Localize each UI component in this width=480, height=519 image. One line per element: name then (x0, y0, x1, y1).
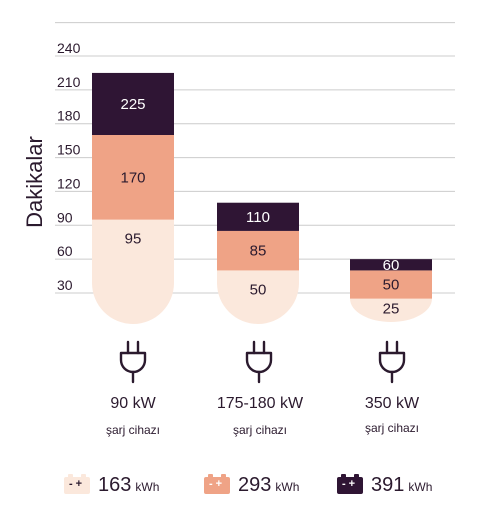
battery-icon: -+ (337, 474, 363, 494)
y-tick-label: 30 (57, 277, 73, 293)
bar-segment-293kwh (92, 135, 174, 220)
legend-unit: kWh (408, 480, 433, 494)
y-tick-label: 90 (57, 209, 73, 225)
data-label: 170 (120, 169, 145, 186)
category-sublabel: şarj cihazı (364, 421, 420, 435)
plug-icon (378, 340, 406, 384)
plug-icon (119, 340, 147, 384)
category-label: 90 kW (110, 395, 156, 412)
legend-item-293: -+ 293 kWh (204, 474, 299, 497)
legend-unit: kWh (135, 480, 160, 494)
y-tick-label: 180 (57, 108, 81, 124)
data-label: 50 (250, 281, 267, 298)
legend-item-391: -+ 391 kWh (337, 474, 432, 497)
y-tick-label: 210 (57, 74, 81, 90)
battery-icon: -+ (204, 474, 230, 494)
bar-segment-163kwh (217, 270, 299, 324)
y-tick-labels: 30 60 90 120 150 180 210 240 (57, 40, 81, 293)
data-label: 110 (246, 209, 270, 226)
category-sublabel: şarj cihazı (232, 423, 288, 437)
data-label: 25 (383, 300, 400, 317)
y-tick-label: 150 (57, 142, 81, 158)
battery-icon: -+ (64, 474, 90, 494)
y-tick-label: 60 (57, 243, 73, 259)
bar-segment-163kwh (349, 298, 432, 322)
legend-item-163: -+ 163 kWh (64, 474, 159, 497)
bar-segment-391kwh (350, 259, 432, 271)
y-tick-label: 240 (57, 40, 81, 56)
category-label: 350 kW (364, 395, 420, 412)
legend-unit: kWh (275, 480, 300, 494)
y-tick-label: 120 (57, 175, 81, 191)
bars: 95 170 225 50 85 110 25 50 60 (92, 72, 432, 324)
legend-value: 293 (238, 474, 272, 496)
legend-value: 391 (371, 474, 405, 496)
category-sublabel: şarj cihazı (105, 423, 161, 437)
bar-segment-293kwh (217, 230, 299, 271)
legend-value: 163 (98, 474, 132, 496)
category-label: 175-180 kW (216, 395, 304, 412)
data-label: 50 (383, 277, 400, 294)
bar-segment-391kwh (92, 72, 174, 135)
bar-segment-163kwh (92, 219, 174, 324)
data-label: 95 (125, 231, 142, 248)
data-label: 60 (383, 257, 400, 274)
data-label: 85 (250, 243, 267, 260)
plug-icon (245, 340, 273, 384)
data-label: 225 (120, 96, 145, 113)
bar-segment-293kwh (350, 270, 432, 299)
y-axis-label: Dakikalar (22, 136, 47, 228)
bar-segment-391kwh (217, 202, 299, 231)
